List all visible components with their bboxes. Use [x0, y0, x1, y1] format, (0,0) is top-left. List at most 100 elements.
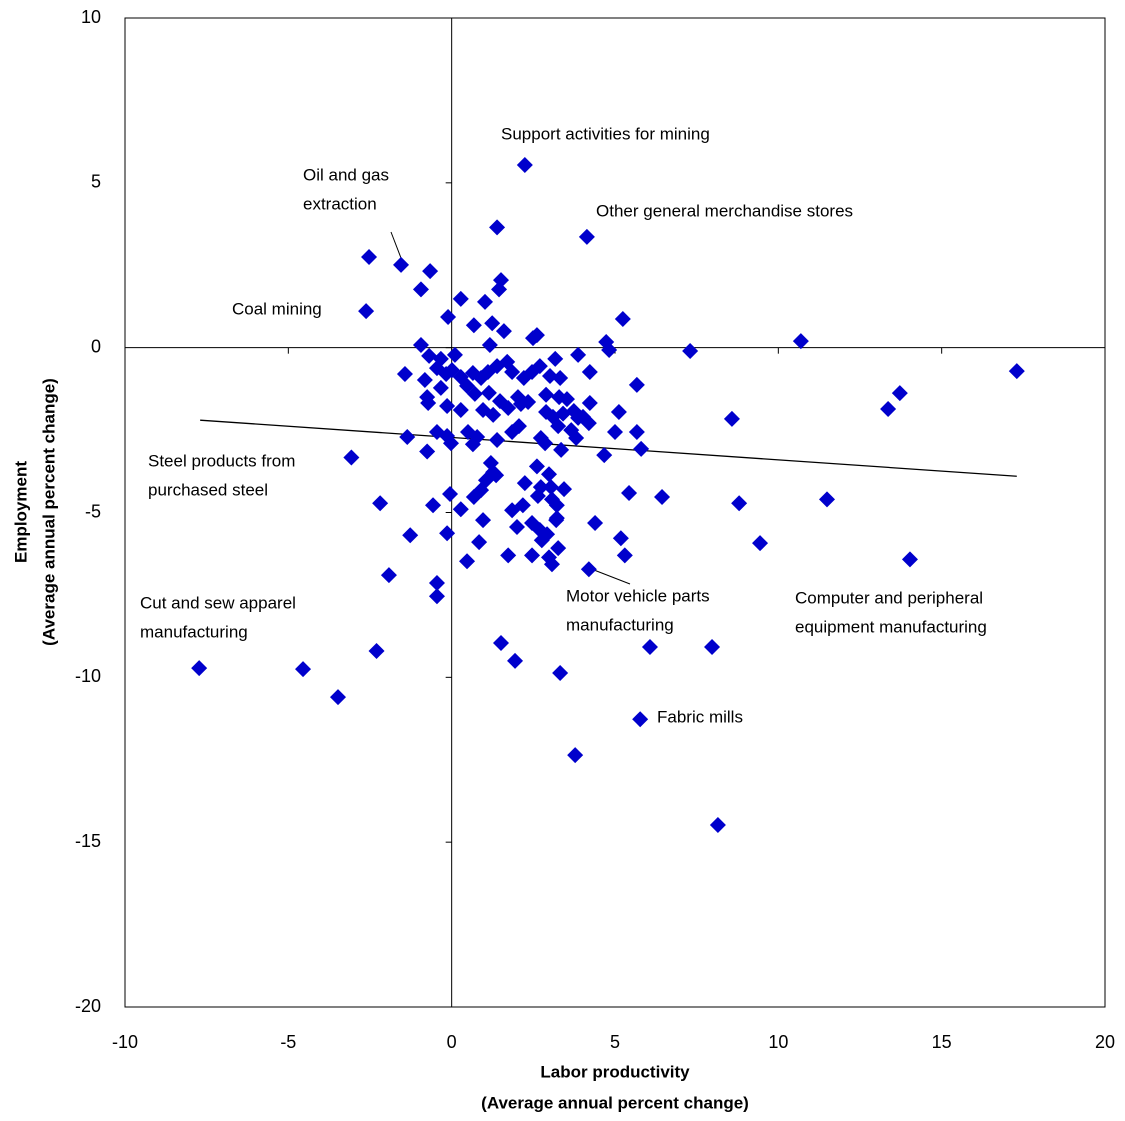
point — [542, 479, 559, 496]
point — [537, 435, 554, 452]
point — [412, 281, 429, 298]
point — [580, 561, 597, 578]
annotation: Computer and peripheral — [795, 588, 983, 607]
x-tick-label: 0 — [447, 1032, 457, 1052]
point — [548, 512, 565, 529]
y-tick-label: 10 — [81, 7, 101, 27]
point — [516, 475, 533, 492]
point — [628, 376, 645, 393]
annotation: Coal mining — [232, 299, 322, 318]
point — [510, 418, 527, 435]
point — [553, 441, 570, 458]
annotation: Fabric mills — [657, 707, 743, 726]
point — [610, 403, 627, 420]
point — [459, 553, 476, 570]
point — [568, 429, 585, 446]
point — [402, 527, 419, 544]
point — [578, 228, 595, 245]
x-tick-label: 15 — [932, 1032, 952, 1052]
point — [420, 395, 437, 412]
point — [489, 219, 506, 236]
point — [614, 310, 631, 327]
point — [471, 534, 488, 551]
point — [682, 342, 699, 359]
point — [439, 525, 456, 542]
trendline — [200, 419, 1017, 477]
annotation: manufacturing — [566, 615, 674, 634]
point — [570, 409, 587, 426]
point — [343, 449, 360, 466]
point — [443, 435, 460, 452]
x-tick-label: -5 — [280, 1032, 296, 1052]
point — [641, 639, 658, 656]
point — [550, 540, 567, 557]
point — [632, 711, 649, 728]
point — [500, 547, 517, 564]
y-tick-label: -15 — [75, 831, 101, 851]
point — [480, 384, 497, 401]
point — [543, 556, 560, 573]
y-tick-label: 5 — [91, 172, 101, 192]
point — [396, 366, 413, 383]
point — [528, 458, 545, 475]
point — [361, 249, 378, 266]
point — [368, 642, 385, 659]
point — [525, 330, 542, 347]
point — [901, 551, 918, 568]
plot-frame — [124, 17, 1106, 1008]
point — [495, 323, 512, 340]
point — [509, 519, 525, 536]
point — [541, 368, 558, 385]
x-axis-title: Labor productivity — [540, 1062, 690, 1081]
point — [601, 341, 618, 358]
annotation: Steel products from — [148, 451, 295, 470]
point — [533, 532, 550, 549]
point — [1008, 363, 1025, 380]
point — [504, 364, 521, 381]
point — [607, 424, 623, 441]
point — [419, 443, 436, 460]
point — [792, 333, 809, 350]
point — [452, 501, 469, 518]
y-tick-label: -20 — [75, 996, 101, 1016]
point — [439, 398, 456, 415]
point — [731, 495, 748, 512]
point — [446, 346, 463, 363]
point — [621, 485, 638, 502]
point — [550, 418, 567, 435]
point — [514, 497, 531, 514]
y-tick-label: -10 — [75, 666, 101, 686]
point — [512, 396, 529, 413]
y-tick-label: -5 — [85, 501, 101, 521]
x-tick-label: 5 — [610, 1032, 620, 1052]
point — [440, 309, 457, 326]
point — [485, 406, 502, 423]
point — [616, 547, 633, 564]
point — [541, 466, 558, 483]
point — [723, 410, 740, 427]
point — [587, 515, 604, 532]
annotation: Oil and gas — [303, 165, 389, 184]
point — [581, 364, 598, 381]
point — [421, 347, 438, 364]
leader-line — [390, 231, 402, 259]
point — [466, 385, 483, 402]
point — [380, 567, 397, 584]
point — [581, 395, 598, 412]
point — [465, 317, 482, 334]
point — [492, 635, 509, 652]
y-axis-title: (Average annual percent change) — [39, 378, 58, 646]
point — [500, 399, 517, 416]
point — [452, 401, 469, 418]
point — [612, 530, 629, 547]
point — [488, 467, 505, 484]
point — [432, 379, 449, 396]
point — [399, 429, 416, 446]
point — [425, 497, 442, 514]
point — [555, 405, 572, 422]
annotation: Support activities for mining — [501, 124, 710, 143]
point — [558, 391, 575, 408]
point — [704, 639, 721, 656]
point — [570, 346, 587, 363]
